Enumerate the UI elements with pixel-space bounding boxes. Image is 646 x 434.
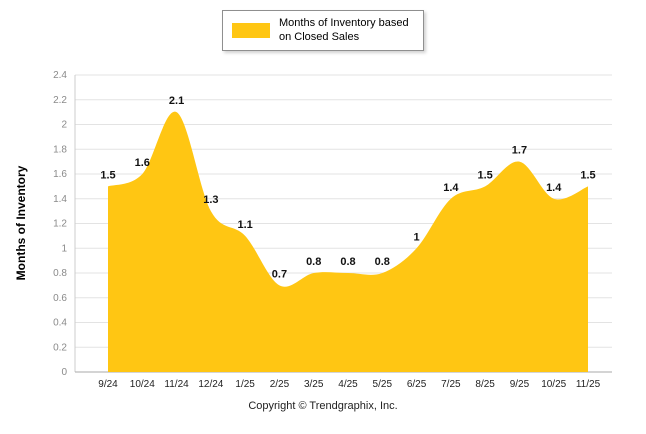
- x-tick-label: 10/25: [541, 379, 566, 390]
- x-tick-label: 11/24: [164, 379, 189, 390]
- copyright-text: Copyright © Trendgraphix, Inc.: [248, 400, 398, 412]
- y-tick-label: 0.8: [53, 268, 67, 279]
- area-series: [108, 111, 588, 373]
- x-tick-label: 9/24: [98, 379, 118, 390]
- y-tick-label: 1.6: [53, 169, 67, 180]
- y-tick-label: 2.2: [53, 95, 67, 106]
- x-tick-label: 11/25: [576, 379, 601, 390]
- y-tick-label: 1.4: [53, 194, 67, 205]
- point-label: 1.5: [100, 169, 115, 181]
- point-label: 1.3: [203, 194, 218, 206]
- point-label: 0.8: [306, 256, 321, 268]
- x-tick-label: 12/24: [198, 379, 223, 390]
- y-tick-label: 1: [61, 243, 67, 254]
- x-tick-label: 9/25: [510, 379, 530, 390]
- y-tick-label: 0.6: [53, 293, 67, 304]
- point-label: 0.8: [340, 256, 355, 268]
- y-tick-label: 2: [61, 120, 67, 131]
- x-tick-label: 5/25: [373, 379, 393, 390]
- point-label: 1.7: [512, 145, 527, 157]
- point-label: 2.1: [169, 95, 184, 107]
- x-tick-label: 6/25: [407, 379, 427, 390]
- point-label: 0.7: [272, 268, 287, 280]
- x-tick-label: 8/25: [475, 379, 495, 390]
- legend: Months of Inventory based on Closed Sale…: [222, 10, 424, 51]
- point-label: 1.5: [580, 169, 595, 181]
- point-label: 1.6: [135, 157, 150, 169]
- point-label: 1.5: [477, 169, 492, 181]
- y-tick-label: 1.2: [53, 219, 67, 230]
- x-tick-label: 3/25: [304, 379, 324, 390]
- legend-swatch: [232, 22, 270, 38]
- y-tick-label: 1.8: [53, 144, 67, 155]
- x-tick-label: 4/25: [338, 379, 358, 390]
- point-label: 1.4: [443, 182, 459, 194]
- y-tick-label: 0.2: [53, 342, 67, 353]
- legend-label: Months of Inventory based on Closed Sale…: [279, 17, 409, 44]
- x-tick-label: 7/25: [441, 379, 461, 390]
- x-tick-label: 1/25: [235, 379, 255, 390]
- y-tick-label: 0.4: [53, 318, 67, 329]
- y-tick-label: 2.4: [53, 70, 67, 81]
- point-label: 0.8: [375, 256, 390, 268]
- x-tick-label: 10/24: [130, 379, 155, 390]
- x-tick-label: 2/25: [270, 379, 290, 390]
- point-label: 1: [414, 231, 420, 243]
- point-label: 1.4: [546, 182, 562, 194]
- inventory-area-chart: 0 0.2 0.4 0.6 0.8 1 1.2 1.4 1.6 1.8 2 2.2 2.4 1.5 1.6 2…: [53, 70, 612, 390]
- y-tick-label: 0: [61, 367, 67, 378]
- point-label: 1.1: [237, 219, 252, 231]
